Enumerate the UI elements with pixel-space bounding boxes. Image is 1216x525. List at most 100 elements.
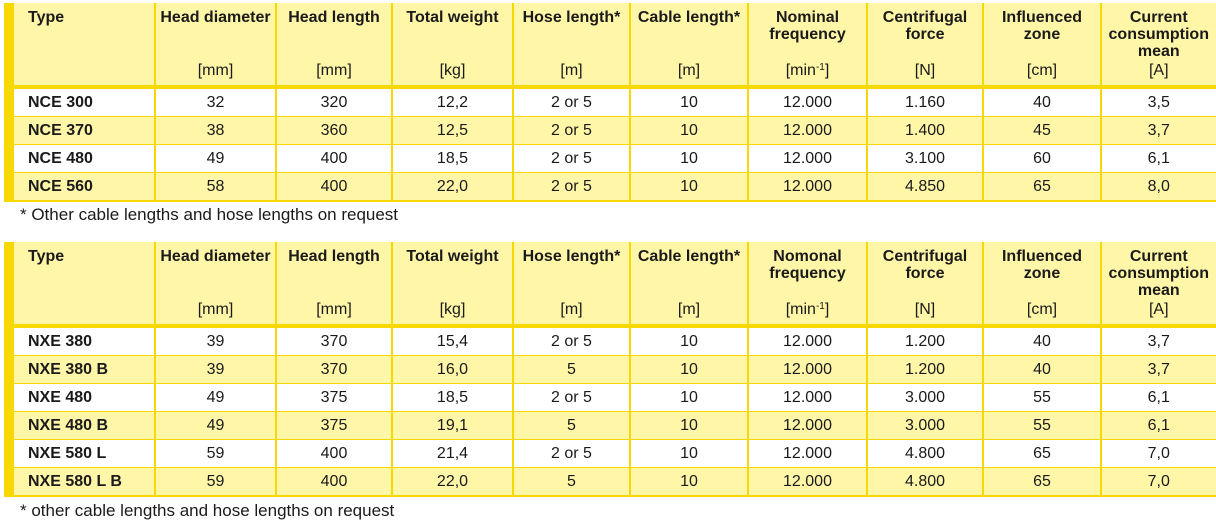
value-cell: 2 or 5 <box>512 439 630 468</box>
value-cell: 12.000 <box>747 87 867 117</box>
column-header-label: Centrifugal force <box>882 248 968 282</box>
column-header-label: Hose length* <box>522 9 621 26</box>
value-cell: 4.850 <box>866 172 983 201</box>
value-cell: 40 <box>982 326 1101 356</box>
column-unit: [A] <box>1148 62 1169 79</box>
column-unit: [min-1] <box>785 301 830 318</box>
value-cell: 4.800 <box>866 467 983 496</box>
column-header-label: Influenced zone <box>1001 248 1082 282</box>
value-cell: 22,0 <box>391 467 513 496</box>
column-header: Total weight [kg] <box>391 242 513 326</box>
value-cell: 40 <box>982 87 1101 117</box>
value-cell: 2 or 5 <box>512 326 630 356</box>
value-cell: 400 <box>275 439 392 468</box>
value-cell: 10 <box>629 467 748 496</box>
column-header: Influenced zone [cm] <box>982 242 1101 326</box>
column-header-label: Type <box>28 248 65 265</box>
value-cell: 12,5 <box>391 116 513 145</box>
value-cell: 12.000 <box>747 326 867 356</box>
type-cell: NXE 480 <box>4 383 155 412</box>
column-header: Centrifugal force [N] <box>866 242 983 326</box>
value-cell: 10 <box>629 116 748 145</box>
value-cell: 3.000 <box>866 383 983 412</box>
value-cell: 5 <box>512 355 630 384</box>
column-header: Cable length* [m] <box>629 242 748 326</box>
value-cell: 8,0 <box>1100 172 1216 201</box>
column-header-label: Influenced zone <box>1001 9 1082 43</box>
value-cell: 10 <box>629 383 748 412</box>
column-unit: [m] <box>677 301 701 318</box>
table-row: NXE 380 39 370 15,4 2 or 5 10 12.000 1.200 40 3,7 <box>4 326 1216 356</box>
value-cell: 2 or 5 <box>512 87 630 117</box>
column-unit: [kg] <box>439 301 466 318</box>
value-cell: 49 <box>154 383 276 412</box>
column-header: Influenced zone [cm] <box>982 3 1101 87</box>
column-header: Hose length* [m] <box>512 3 630 87</box>
value-cell: 5 <box>512 467 630 496</box>
column-header-label: Cable length* <box>637 9 741 26</box>
column-unit: [m] <box>560 301 583 318</box>
column-header: Type <box>4 242 155 326</box>
value-cell: 12.000 <box>747 144 867 173</box>
value-cell: 5 <box>512 411 630 440</box>
value-cell: 400 <box>275 144 392 173</box>
value-cell: 6,1 <box>1100 383 1216 412</box>
column-header: Cable length* [m] <box>629 3 748 87</box>
column-unit: [mm] <box>197 301 234 318</box>
column-header: Type <box>4 3 155 87</box>
value-cell: 2 or 5 <box>512 172 630 201</box>
column-header-label: Total weight <box>406 9 499 26</box>
column-header-label: Head diameter <box>160 9 271 26</box>
value-cell: 12.000 <box>747 116 867 145</box>
type-cell: NXE 380 <box>4 326 155 356</box>
value-cell: 10 <box>629 355 748 384</box>
type-cell: NXE 580 L B <box>4 467 155 496</box>
value-cell: 7,0 <box>1100 439 1216 468</box>
value-cell: 12.000 <box>747 439 867 468</box>
value-cell: 10 <box>629 326 748 356</box>
value-cell: 12.000 <box>747 467 867 496</box>
value-cell: 59 <box>154 467 276 496</box>
type-cell: NCE 480 <box>4 144 155 173</box>
column-header-label: Total weight <box>406 248 499 265</box>
value-cell: 3.000 <box>866 411 983 440</box>
column-header: Head length [mm] <box>275 242 392 326</box>
value-cell: 19,1 <box>391 411 513 440</box>
value-cell: 4.800 <box>866 439 983 468</box>
value-cell: 58 <box>154 172 276 201</box>
column-header: Nomonal frequency [min-1] <box>747 242 867 326</box>
column-header: Head diameter [mm] <box>154 242 276 326</box>
value-cell: 3,5 <box>1100 87 1216 117</box>
value-cell: 10 <box>629 87 748 117</box>
table-row: NXE 580 L B 59 400 22,0 5 10 12.000 4.800 65 7,0 <box>4 467 1216 496</box>
footnote: * Other cable lengths and hose lengths o… <box>20 205 399 224</box>
value-cell: 3,7 <box>1100 355 1216 384</box>
value-cell: 360 <box>275 116 392 145</box>
value-cell: 22,0 <box>391 172 513 201</box>
value-cell: 38 <box>154 116 276 145</box>
value-cell: 370 <box>275 326 392 356</box>
type-cell: NXE 380 B <box>4 355 155 384</box>
value-cell: 21,4 <box>391 439 513 468</box>
value-cell: 15,4 <box>391 326 513 356</box>
column-header: Head diameter [mm] <box>154 3 276 87</box>
column-header-label: Head length <box>288 9 380 26</box>
value-cell: 375 <box>275 411 392 440</box>
value-cell: 10 <box>629 172 748 201</box>
column-header: Hose length* [m] <box>512 242 630 326</box>
column-header-label: Nominal frequency <box>769 9 846 43</box>
value-cell: 1.200 <box>866 355 983 384</box>
value-cell: 18,5 <box>391 144 513 173</box>
column-unit: [N] <box>914 62 936 79</box>
value-cell: 6,1 <box>1100 144 1216 173</box>
column-header-label: Current consumption mean <box>1108 9 1209 60</box>
value-cell: 39 <box>154 355 276 384</box>
type-cell: NXE 480 B <box>4 411 155 440</box>
table-row: NXE 580 L 59 400 21,4 2 or 5 10 12.000 4.800 65 7… <box>4 439 1216 468</box>
column-unit: [kg] <box>439 62 466 79</box>
value-cell: 65 <box>982 467 1101 496</box>
value-cell: 2 or 5 <box>512 144 630 173</box>
value-cell: 32 <box>154 87 276 117</box>
value-cell: 3.100 <box>866 144 983 173</box>
value-cell: 12.000 <box>747 383 867 412</box>
